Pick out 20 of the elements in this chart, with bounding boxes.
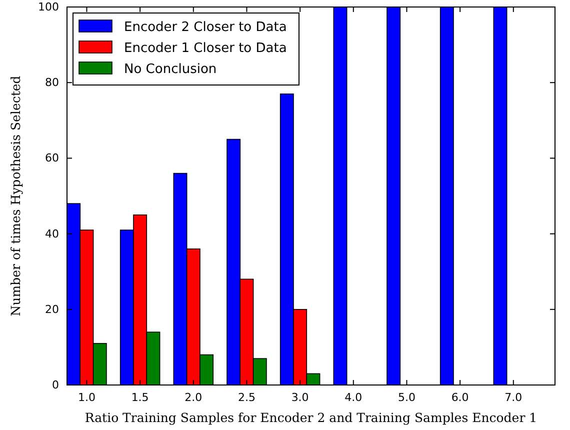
y-tick-label: 100 <box>38 0 59 14</box>
y-tick-label: 80 <box>45 76 59 90</box>
y-tick-label: 40 <box>45 227 59 240</box>
legend-label: No Conclusion <box>124 62 217 77</box>
y-axis-title: Number of times Hypothesis Selected <box>8 76 23 316</box>
y-tick-label: 0 <box>52 378 59 392</box>
legend-label: Encoder 2 Closer to Data <box>124 20 287 35</box>
x-tick-label: 3.0 <box>291 391 309 404</box>
x-tick-label: 1.0 <box>78 391 96 404</box>
x-axis-title: Ratio Training Samples for Encoder 2 and Training Samples Encoder 1 <box>84 410 538 425</box>
x-tick-label: 6.0 <box>451 391 469 404</box>
x-tick-label: 4.0 <box>344 391 362 404</box>
legend-label: Encoder 1 Closer to Data <box>124 41 287 56</box>
y-tick-label: 60 <box>45 152 59 165</box>
x-tick-label: 5.0 <box>398 391 416 404</box>
y-tick-label: 20 <box>45 302 59 316</box>
x-tick-label: 7.0 <box>504 391 522 404</box>
x-tick-label: 2.0 <box>184 391 202 404</box>
x-tick-label: 2.5 <box>238 391 256 404</box>
x-tick-label: 1.5 <box>131 391 149 404</box>
